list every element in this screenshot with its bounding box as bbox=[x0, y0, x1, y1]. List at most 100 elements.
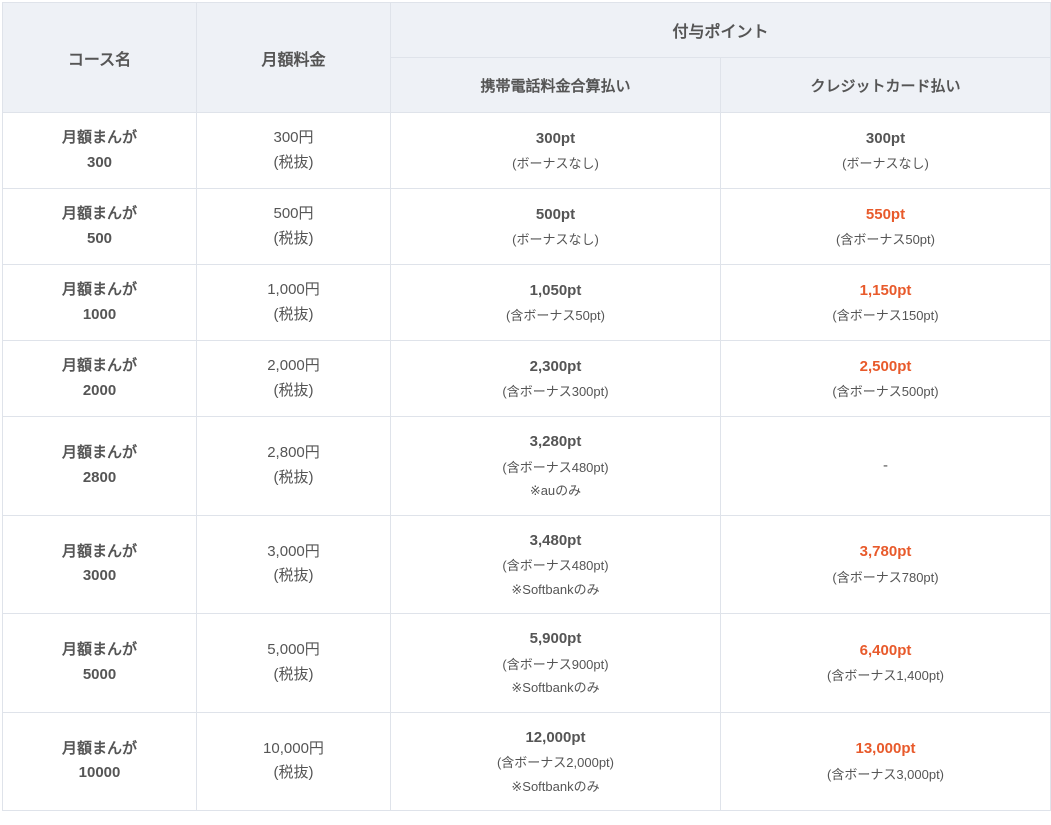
table-row: 月額まんが10001,000円(税抜)1,050pt(含ボーナス50pt)1,1… bbox=[3, 265, 1051, 341]
carrier-points: 500pt bbox=[397, 204, 714, 227]
course-tier: 3000 bbox=[9, 565, 190, 588]
carrier-cell: 5,900pt(含ボーナス900pt)※Softbankのみ bbox=[391, 614, 721, 713]
carrier-points: 2,300pt bbox=[397, 356, 714, 379]
price-cell: 5,000円(税抜) bbox=[197, 614, 391, 713]
course-tier: 2800 bbox=[9, 467, 190, 490]
carrier-bonus: (ボーナスなし) bbox=[397, 154, 714, 174]
course-cell: 月額まんが2800 bbox=[3, 417, 197, 516]
course-name: 月額まんが bbox=[9, 127, 190, 150]
course-tier: 1000 bbox=[9, 304, 190, 327]
price-amount: 3,000円 bbox=[203, 541, 384, 564]
table-row: 月額まんが500500円(税抜)500pt(ボーナスなし)550pt(含ボーナス… bbox=[3, 189, 1051, 265]
credit-points: 300pt bbox=[727, 128, 1044, 151]
price-tax: (税抜) bbox=[203, 762, 384, 785]
course-name: 月額まんが bbox=[9, 355, 190, 378]
credit-dash: - bbox=[727, 455, 1044, 478]
price-cell: 300円(税抜) bbox=[197, 113, 391, 189]
credit-cell: 550pt (含ボーナス50pt) bbox=[721, 189, 1051, 265]
course-name: 月額まんが bbox=[9, 203, 190, 226]
carrier-points: 12,000pt bbox=[397, 727, 714, 750]
price-tax: (税抜) bbox=[203, 380, 384, 403]
table-row: 月額まんが1000010,000円(税抜)12,000pt(含ボーナス2,000… bbox=[3, 712, 1051, 811]
credit-points: 1,150pt bbox=[727, 280, 1044, 303]
pricing-table-container: コース名 月額料金 付与ポイント 携帯電話料金合算払い クレジットカード払い 月… bbox=[0, 0, 1051, 813]
carrier-bonus: (含ボーナス480pt) bbox=[397, 458, 714, 478]
credit-points: 550pt bbox=[727, 204, 1044, 227]
table-row: 月額まんが28002,800円(税抜)3,280pt(含ボーナス480pt)※a… bbox=[3, 417, 1051, 516]
carrier-points: 1,050pt bbox=[397, 280, 714, 303]
header-credit: クレジットカード払い bbox=[721, 58, 1051, 113]
header-course: コース名 bbox=[3, 3, 197, 113]
carrier-cell: 3,280pt(含ボーナス480pt)※auのみ bbox=[391, 417, 721, 516]
course-tier: 10000 bbox=[9, 762, 190, 785]
price-amount: 2,000円 bbox=[203, 355, 384, 378]
price-amount: 5,000円 bbox=[203, 639, 384, 662]
table-header: コース名 月額料金 付与ポイント 携帯電話料金合算払い クレジットカード払い bbox=[3, 3, 1051, 113]
price-tax: (税抜) bbox=[203, 467, 384, 490]
course-cell: 月額まんが300 bbox=[3, 113, 197, 189]
carrier-bonus: (含ボーナス50pt) bbox=[397, 306, 714, 326]
price-amount: 10,000円 bbox=[203, 738, 384, 761]
price-tax: (税抜) bbox=[203, 228, 384, 251]
credit-bonus: (含ボーナス150pt) bbox=[727, 306, 1044, 326]
carrier-note: ※Softbankのみ bbox=[397, 678, 714, 698]
header-carrier: 携帯電話料金合算払い bbox=[391, 58, 721, 113]
carrier-note: ※Softbankのみ bbox=[397, 580, 714, 600]
table-body: 月額まんが300300円(税抜)300pt(ボーナスなし)300pt(ボーナスな… bbox=[3, 113, 1051, 811]
carrier-bonus: (含ボーナス300pt) bbox=[397, 382, 714, 402]
course-cell: 月額まんが10000 bbox=[3, 712, 197, 811]
table-row: 月額まんが3000 3,000円(税抜) 3,480pt (含ボーナス480pt) ※S… bbox=[3, 515, 1051, 614]
price-cell: 2,800円(税抜) bbox=[197, 417, 391, 516]
carrier-bonus: (含ボーナス2,000pt) bbox=[397, 753, 714, 773]
course-cell: 月額まんが3000 bbox=[3, 515, 197, 614]
credit-points: 2,500pt bbox=[727, 356, 1044, 379]
course-name: 月額まんが bbox=[9, 541, 190, 564]
credit-bonus: (含ボーナス3,000pt) bbox=[727, 765, 1044, 785]
carrier-note: ※Softbankのみ bbox=[397, 777, 714, 797]
course-cell: 月額まんが2000 bbox=[3, 341, 197, 417]
credit-points: 6,400pt bbox=[727, 640, 1044, 663]
course-cell: 月額まんが1000 bbox=[3, 265, 197, 341]
course-tier: 2000 bbox=[9, 380, 190, 403]
credit-points: 3,780pt bbox=[727, 541, 1044, 564]
carrier-points: 300pt bbox=[397, 128, 714, 151]
carrier-bonus: (ボーナスなし) bbox=[397, 230, 714, 250]
course-name: 月額まんが bbox=[9, 738, 190, 761]
price-tax: (税抜) bbox=[203, 664, 384, 687]
course-name: 月額まんが bbox=[9, 639, 190, 662]
pricing-table: コース名 月額料金 付与ポイント 携帯電話料金合算払い クレジットカード払い 月… bbox=[2, 2, 1051, 811]
carrier-bonus: (含ボーナス480pt) bbox=[397, 556, 714, 576]
table-row: 月額まんが50005,000円(税抜)5,900pt(含ボーナス900pt)※S… bbox=[3, 614, 1051, 713]
price-cell: 10,000円(税抜) bbox=[197, 712, 391, 811]
carrier-points: 5,900pt bbox=[397, 628, 714, 651]
carrier-note: ※auのみ bbox=[397, 481, 714, 501]
credit-cell: 300pt (ボーナスなし) bbox=[721, 113, 1051, 189]
course-cell: 月額まんが500 bbox=[3, 189, 197, 265]
price-amount: 2,800円 bbox=[203, 442, 384, 465]
price-tax: (税抜) bbox=[203, 565, 384, 588]
course-name: 月額まんが bbox=[9, 279, 190, 302]
credit-cell: 2,500pt (含ボーナス500pt) bbox=[721, 341, 1051, 417]
price-cell: 500円(税抜) bbox=[197, 189, 391, 265]
price-amount: 300円 bbox=[203, 127, 384, 150]
carrier-cell: 300pt (ボーナスなし) bbox=[391, 113, 721, 189]
credit-bonus: (含ボーナス50pt) bbox=[727, 230, 1044, 250]
credit-bonus: (ボーナスなし) bbox=[727, 154, 1044, 174]
carrier-points: 3,480pt bbox=[397, 530, 714, 553]
credit-cell: 3,780pt(含ボーナス780pt) bbox=[721, 515, 1051, 614]
carrier-cell: 12,000pt (含ボーナス2,000pt) ※Softbankのみ bbox=[391, 712, 721, 811]
course-tier: 5000 bbox=[9, 664, 190, 687]
credit-cell: 1,150pt (含ボーナス150pt) bbox=[721, 265, 1051, 341]
credit-bonus: (含ボーナス500pt) bbox=[727, 382, 1044, 402]
credit-bonus: (含ボーナス1,400pt) bbox=[727, 666, 1044, 686]
course-tier: 500 bbox=[9, 228, 190, 251]
credit-points: 13,000pt bbox=[727, 738, 1044, 761]
header-points: 付与ポイント bbox=[391, 3, 1051, 58]
table-row: 月額まんが300300円(税抜)300pt(ボーナスなし)300pt(ボーナスな… bbox=[3, 113, 1051, 189]
credit-cell: - bbox=[721, 417, 1051, 516]
table-row: 月額まんが2000 2,000円(税抜) 2,300pt (含ボーナス300pt) 2,… bbox=[3, 341, 1051, 417]
credit-cell: 6,400pt (含ボーナス1,400pt) bbox=[721, 614, 1051, 713]
course-tier: 300 bbox=[9, 152, 190, 175]
price-cell: 1,000円(税抜) bbox=[197, 265, 391, 341]
course-cell: 月額まんが5000 bbox=[3, 614, 197, 713]
